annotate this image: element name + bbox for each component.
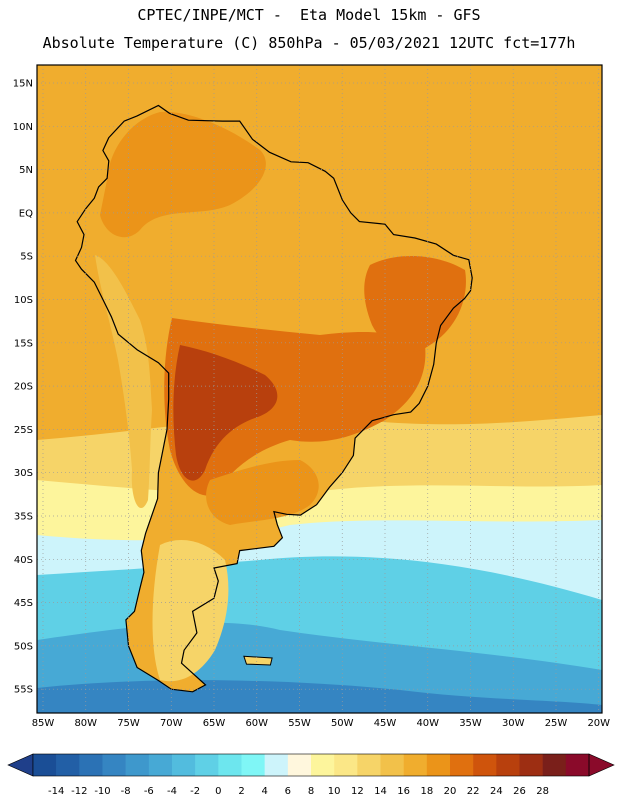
colorbar-label: 10 <box>328 786 341 797</box>
colorbar-label: 24 <box>490 786 503 797</box>
colorbar-swatch <box>519 754 543 776</box>
colorbar-swatch <box>148 754 173 776</box>
colorbar-swatch <box>287 754 312 776</box>
colorbar-label: 26 <box>513 786 526 797</box>
colorbar-swatch <box>218 754 242 776</box>
colorbar-label: -10 <box>94 786 110 797</box>
longitude-label: 80W <box>74 718 97 729</box>
colorbar-label: 18 <box>420 786 433 797</box>
coastline <box>74 104 473 693</box>
colorbar-label: 6 <box>285 786 291 797</box>
latitude-labels: 15N 10N 5N EQ 5S 10S 15S 20S 25S 30S 35S 40S 45S 50S 5… <box>13 79 33 696</box>
longitude-label: 85W <box>32 718 55 729</box>
colorbar-label: 4 <box>261 786 267 797</box>
colorbar-label: -8 <box>121 786 131 797</box>
longitude-label: 55W <box>288 718 311 729</box>
colorbar-swatch <box>565 754 590 776</box>
land-pampa-region <box>206 460 319 525</box>
land-chaco-hot-core <box>173 345 278 481</box>
latitude-label: 55S <box>14 685 33 696</box>
latitude-label: 10S <box>14 295 33 306</box>
colorbar-swatch <box>473 754 497 776</box>
colorbar-swatch <box>542 754 567 776</box>
map-frame <box>36 64 603 714</box>
colorbar-frame <box>32 753 590 777</box>
colorbar-swatch <box>125 754 150 776</box>
colorbar-label: 12 <box>351 786 364 797</box>
latitude-label: 20S <box>14 382 33 393</box>
land-andes-cooler-strip <box>95 255 152 509</box>
latitude-label: 10N <box>13 122 33 133</box>
colorbar-label: 22 <box>467 786 480 797</box>
latitude-label: 5N <box>19 165 33 176</box>
land-northern-warm-region <box>100 111 266 238</box>
colorbar-swatch <box>172 754 196 776</box>
falkland-islands <box>243 655 273 666</box>
chart-title-line-2: Absolute Temperature (C) 850hPa - 05/03/… <box>42 34 576 52</box>
colorbar-label: -14 <box>48 786 64 797</box>
map-plot-area <box>37 65 602 713</box>
longitude-label: 70W <box>160 718 183 729</box>
colorbar-high-arrow <box>588 753 615 777</box>
colorbar-low-arrow <box>7 753 34 777</box>
colorbar-swatch <box>195 754 219 776</box>
longitude-label: 30W <box>502 718 525 729</box>
colorbar-swatch <box>264 754 289 776</box>
latitude-label: 35S <box>14 512 33 523</box>
latitude-label: 30S <box>14 468 33 479</box>
longitude-label: 50W <box>331 718 354 729</box>
colorbar-label: 28 <box>536 786 549 797</box>
colorbar-label: 2 <box>238 786 244 797</box>
chart-title-line-1: CPTEC/INPE/MCT - Eta Model 15km - GFS <box>137 6 481 24</box>
colorbar-label: -2 <box>190 786 200 797</box>
colorbar-swatch <box>56 754 80 776</box>
colorbar-swatch <box>311 754 335 776</box>
latitude-label: 50S <box>14 641 33 652</box>
colorbar-swatch <box>426 754 451 776</box>
colorbar-swatch <box>334 754 358 776</box>
latitude-label: 15S <box>14 338 33 349</box>
colorbar-swatch <box>102 754 126 776</box>
colorbar-label: -4 <box>167 786 177 797</box>
latitude-label: 45S <box>14 598 33 609</box>
longitude-labels: 85W 80W 75W 70W 65W 60W 55W 50W 45W 40W 35W 30W 25W 2… <box>32 718 610 729</box>
colorbar-label: 20 <box>444 786 457 797</box>
colorbar: -14 -12 -10 -8 -6 -4 -2 0 2 4 6 8 10 12 14 16 18 20 22 24 26… <box>7 753 615 797</box>
colorbar-swatch <box>496 754 520 776</box>
colorbar-label: 16 <box>397 786 410 797</box>
colorbar-swatch <box>403 754 428 776</box>
colorbar-label: 14 <box>374 786 387 797</box>
lat-lon-grid <box>37 65 602 713</box>
latitude-label: 5S <box>20 252 33 263</box>
longitude-label: 35W <box>459 718 482 729</box>
colorbar-label: 8 <box>308 786 314 797</box>
latitude-label: 40S <box>14 555 33 566</box>
colorbar-label: -12 <box>71 786 87 797</box>
colorbar-swatch <box>450 754 474 776</box>
colorbar-swatch <box>33 754 57 776</box>
colorbar-swatch <box>380 754 404 776</box>
colorbar-swatch <box>241 754 265 776</box>
colorbar-label: 0 <box>215 786 221 797</box>
longitude-label: 40W <box>416 718 439 729</box>
latitude-label: 15N <box>13 79 33 90</box>
longitude-label: 25W <box>545 718 568 729</box>
colorbar-label: -6 <box>144 786 154 797</box>
longitude-label: 75W <box>117 718 140 729</box>
colorbar-swatch <box>79 754 103 776</box>
colorbar-swatch <box>357 754 381 776</box>
latitude-label: EQ <box>19 208 33 219</box>
longitude-label: 60W <box>245 718 268 729</box>
longitude-label: 45W <box>374 718 397 729</box>
longitude-label: 20W <box>587 718 610 729</box>
longitude-label: 65W <box>203 718 226 729</box>
latitude-label: 25S <box>14 425 33 436</box>
